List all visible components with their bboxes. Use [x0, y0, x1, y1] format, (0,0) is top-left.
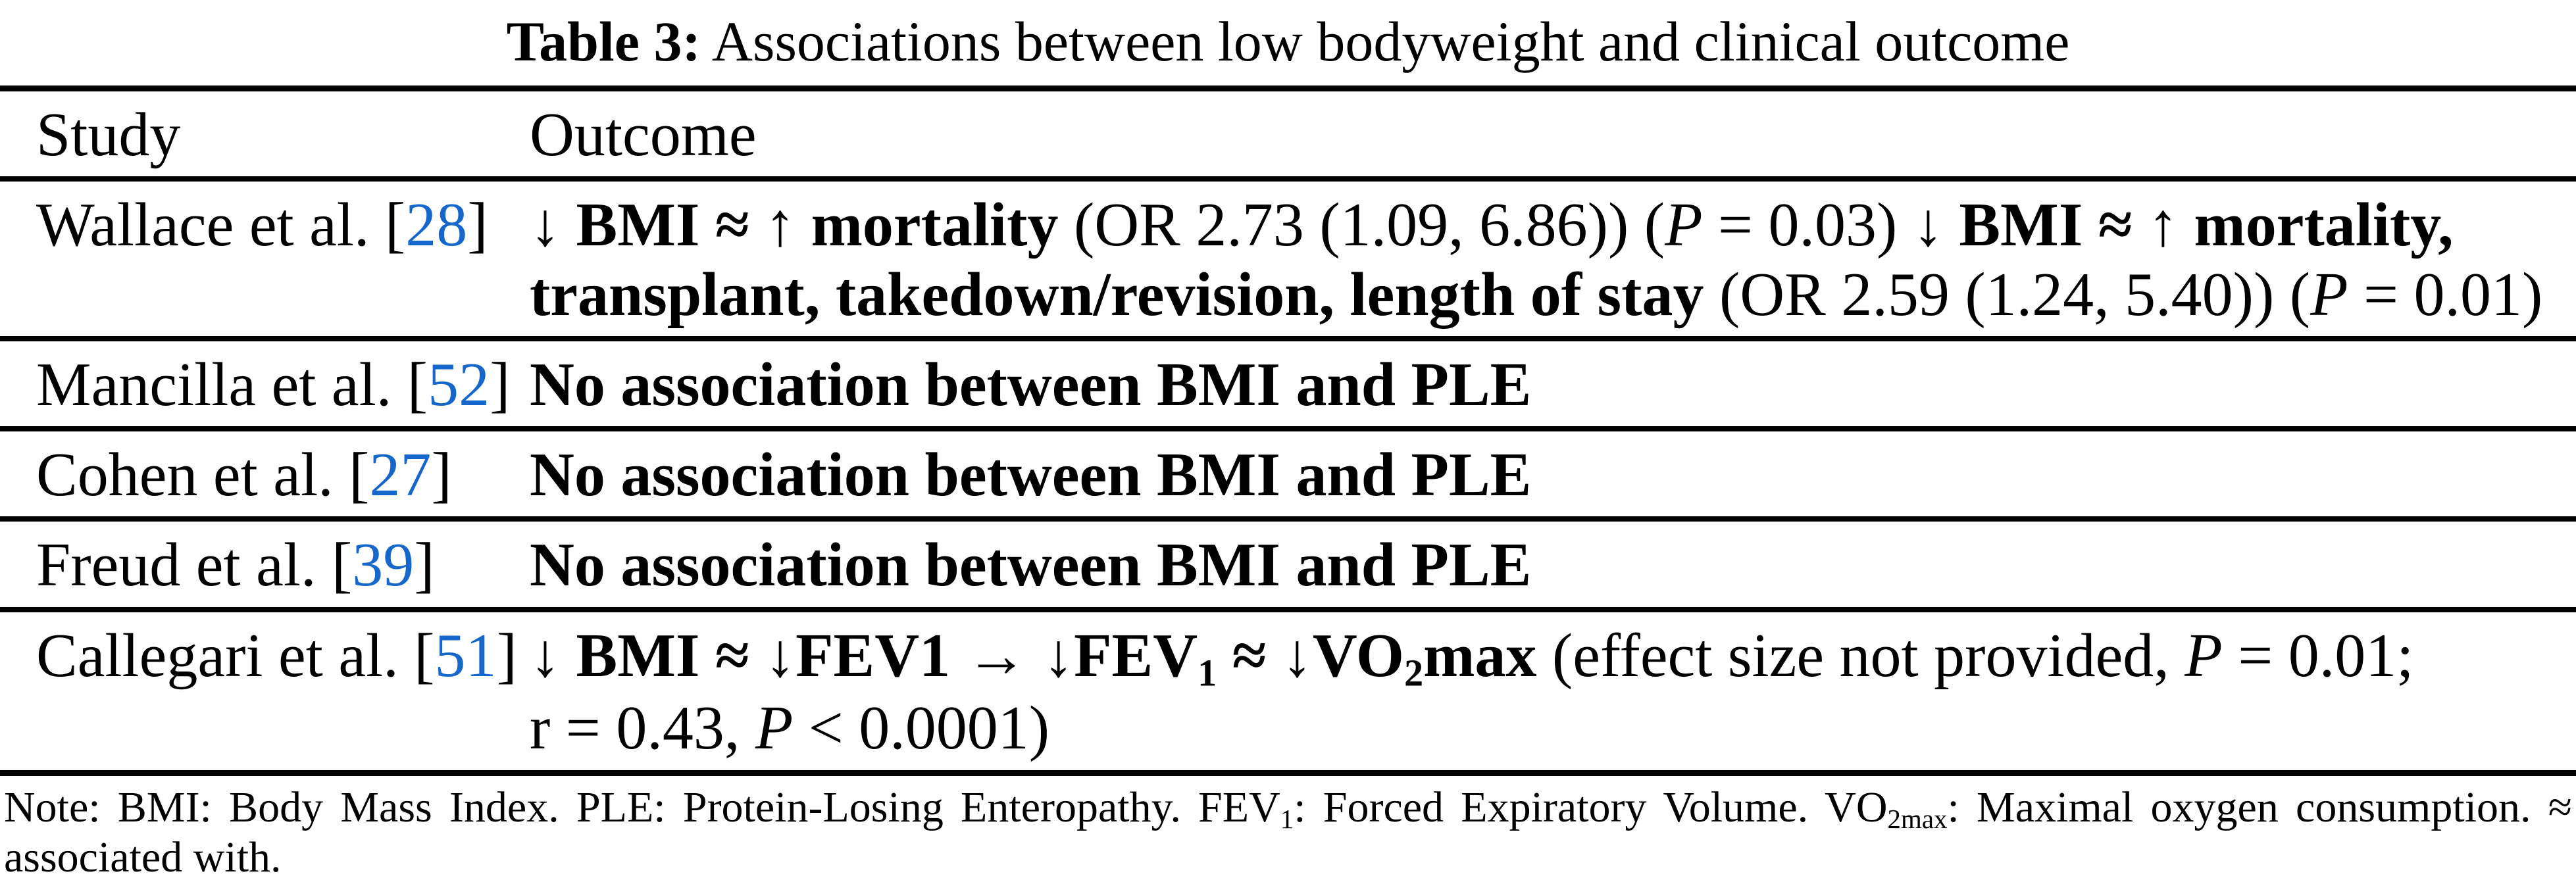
table-row: Wallace et al. [28] ↓ BMI ≈ ↑ mortality (…	[0, 182, 2576, 341]
text-segment: ≈ ↓VO	[1217, 621, 1404, 690]
text-segment: Associations between low bodyweight and …	[701, 10, 2070, 73]
text-segment: r = 0.43,	[530, 694, 755, 763]
study-cell: Mancilla et al. [52]	[0, 351, 530, 420]
text-segment: Wallace et al. [	[36, 191, 406, 260]
text-segment: ↑	[2132, 191, 2194, 260]
citation-link[interactable]: 39	[352, 531, 415, 600]
outcome-line: No association between BMI and PLE	[530, 441, 2569, 510]
text-segment: 1	[1198, 651, 1217, 695]
outcome-cell: No association between BMI and PLE	[530, 441, 2576, 510]
outcome-line: r = 0.43, P < 0.0001)	[530, 694, 2569, 763]
table-title: Table 3: Associations between low bodywe…	[0, 0, 2576, 86]
outcome-line: ↓ BMI ≈ ↓FEV1 → ↓FEV1 ≈ ↓VO2max (effect …	[530, 622, 2569, 695]
citation-link[interactable]: 52	[428, 350, 490, 419]
text-segment: P	[755, 694, 794, 763]
citation-link[interactable]: 51	[434, 621, 497, 690]
study-cell: Freud et al. [39]	[0, 531, 530, 600]
outcome-line: transplant, takedown/revision, length of…	[530, 260, 2569, 330]
column-header-study: Study	[36, 101, 181, 169]
text-segment: : Forced Expiratory Volume. VO	[1294, 783, 1888, 831]
outcome-cell: ↓ BMI ≈ ↑ mortality (OR 2.73 (1.09, 6.86…	[530, 191, 2576, 330]
text-segment: transplant, takedown/revision, length of…	[530, 260, 1704, 329]
text-segment: ]	[467, 191, 488, 260]
table-row: Mancilla et al. [52] No association betwe…	[0, 341, 2576, 432]
table-note: Note: BMI: Body Mass Index. PLE: Protein…	[0, 776, 2576, 880]
text-segment: (OR 2.59 (1.24, 5.40)) (	[1704, 260, 2311, 329]
text-segment: P	[1665, 191, 1703, 260]
text-segment: Callegari et al. [	[36, 621, 435, 690]
text-segment: 2	[1403, 651, 1424, 695]
text-segment: ]	[414, 531, 435, 600]
text-segment: mortality,	[2194, 191, 2454, 260]
outcome-cell: ↓ BMI ≈ ↓FEV1 → ↓FEV1 ≈ ↓VO2max (effect …	[530, 622, 2576, 764]
text-segment: max	[1423, 621, 1537, 690]
text-segment: 2max	[1887, 804, 1948, 834]
text-segment: BMI ≈	[1959, 191, 2133, 260]
text-segment: : Maximal oxygen consumption. ≈ associat…	[4, 783, 2572, 880]
text-segment: No association between BMI and PLE	[530, 441, 1532, 510]
text-segment: P	[2310, 260, 2348, 329]
study-cell: Callegari et al. [51]	[0, 622, 530, 764]
text-segment: = 0.03) ↓	[1702, 191, 1959, 260]
text-segment: Mancilla et al. [	[36, 350, 428, 419]
study-cell: Wallace et al. [28]	[0, 191, 530, 330]
text-segment: 1	[1280, 804, 1294, 834]
outcome-line: No association between BMI and PLE	[530, 531, 2569, 600]
column-header-outcome: Outcome	[530, 101, 757, 169]
outcome-line: ↓ BMI ≈ ↑ mortality (OR 2.73 (1.09, 6.86…	[530, 191, 2569, 260]
text-segment: (effect size not provided,	[1536, 621, 2185, 690]
text-segment: ↓	[530, 621, 576, 690]
text-segment: (OR 2.73 (1.09, 6.86)) (	[1058, 191, 1665, 260]
text-segment: mortality	[811, 191, 1059, 260]
text-segment: < 0.0001)	[793, 694, 1050, 763]
text-segment: P	[2185, 621, 2223, 690]
text-segment: ]	[490, 350, 511, 419]
citation-link[interactable]: 28	[405, 191, 468, 260]
text-segment: Note: BMI: Body Mass Index. PLE: Protein…	[4, 783, 1280, 831]
table-row: Callegari et al. [51] ↓ BMI ≈ ↓FEV1 → ↓FE…	[0, 612, 2576, 770]
text-segment: = 0.01;	[2222, 621, 2414, 690]
text-segment: ]	[496, 621, 517, 690]
text-segment: = 0.01)	[2348, 260, 2543, 329]
table-body: Wallace et al. [28] ↓ BMI ≈ ↑ mortality (…	[0, 182, 2576, 770]
text-segment: Table 3:	[506, 10, 701, 73]
outcome-line: No association between BMI and PLE	[530, 351, 2569, 420]
text-segment: Freud et al. [	[36, 531, 353, 600]
text-segment: ]	[431, 441, 452, 510]
text-segment: No association between BMI and PLE	[530, 531, 1532, 600]
table-header-row: Study Outcome	[0, 91, 2576, 182]
study-cell: Cohen et al. [27]	[0, 441, 530, 510]
table-row: Freud et al. [39] No association between …	[0, 522, 2576, 612]
outcome-cell: No association between BMI and PLE	[530, 531, 2576, 600]
citation-link[interactable]: 27	[369, 441, 432, 510]
text-segment: No association between BMI and PLE	[530, 350, 1532, 419]
table-row: Cohen et al. [27] No association between …	[0, 431, 2576, 522]
outcome-cell: No association between BMI and PLE	[530, 351, 2576, 420]
text-segment: ↓	[530, 191, 576, 260]
text-segment: BMI ≈	[576, 191, 749, 260]
text-segment: ↑	[749, 191, 811, 260]
text-segment: BMI ≈ ↓FEV1 → ↓FEV	[576, 621, 1198, 690]
text-segment: Cohen et al. [	[36, 441, 370, 510]
associations-table: Study Outcome Wallace et al. [28] ↓ BMI ≈…	[0, 86, 2576, 776]
